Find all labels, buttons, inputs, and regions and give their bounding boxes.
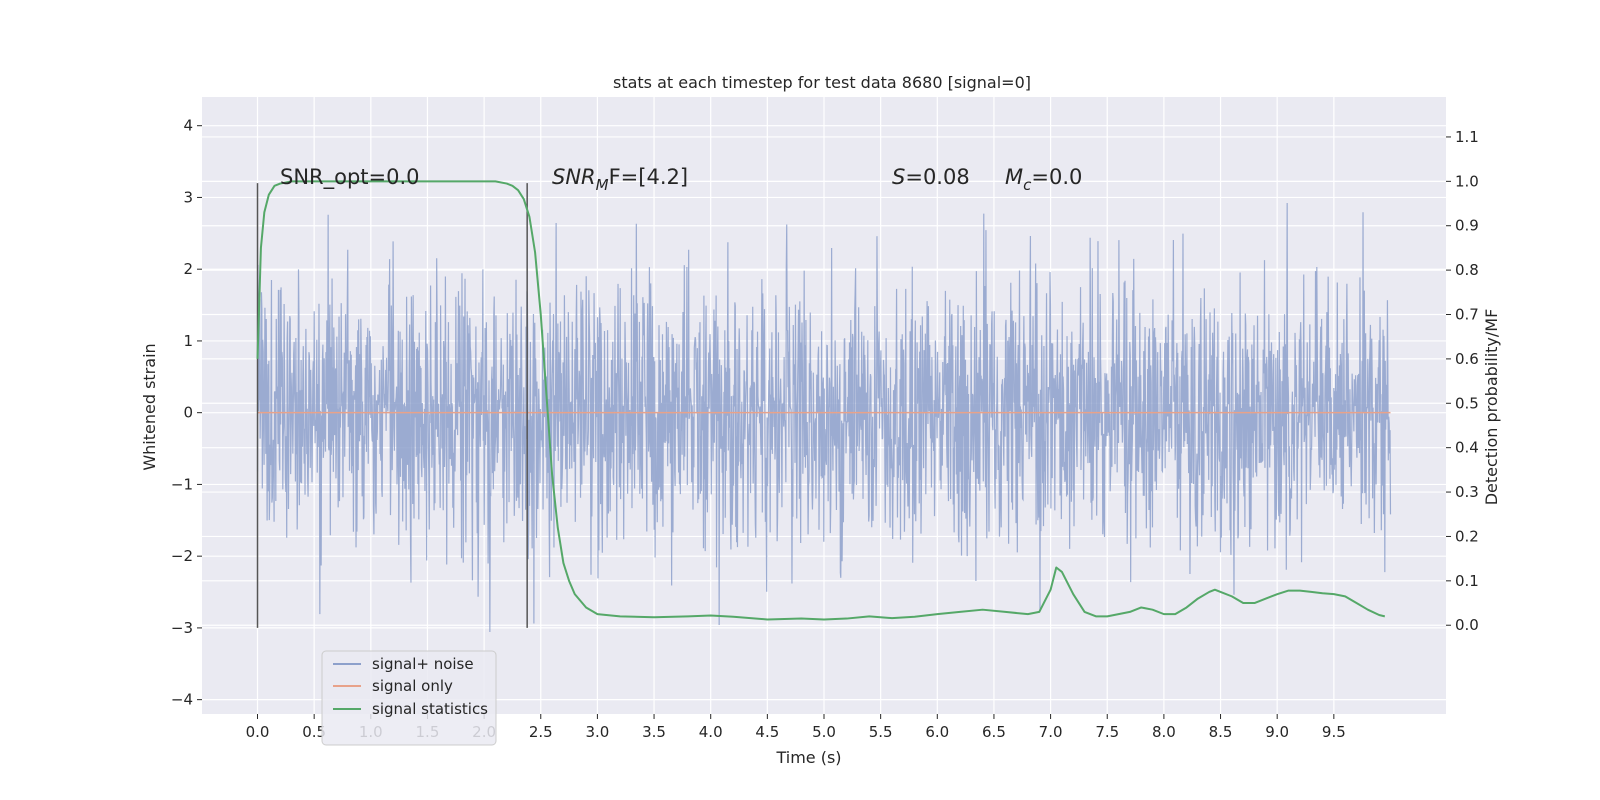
x-tick-label: 3.5	[642, 723, 666, 741]
x-tick-label: 3.0	[585, 723, 609, 741]
annotation-mc-label: M	[1005, 165, 1023, 189]
legend-box	[321, 650, 497, 746]
x-tick-label: 5.0	[812, 723, 836, 741]
annotation-s-value: =0.08	[905, 165, 969, 189]
annotation-mc: Mc=0.0	[1005, 165, 1082, 194]
y-tick-label: 3	[183, 188, 193, 206]
x-tick-label: 0.0	[246, 723, 270, 741]
x-tick-label: 4.5	[755, 723, 779, 741]
annotation-snr-mf-rest: F=[4.2]	[609, 165, 688, 189]
y-tick-label: 4	[183, 117, 193, 135]
signal-noise-line	[256, 203, 1392, 633]
x-tick-label: 6.0	[925, 723, 949, 741]
x-tick-label: 4.0	[699, 723, 723, 741]
x-axis-label: Time (s)	[775, 748, 841, 767]
signal-statistics-line	[256, 180, 1386, 621]
y2-tick-label: 1.1	[1455, 128, 1479, 146]
annotation-s-label: S	[892, 165, 905, 189]
y2-tick-label: 0.0	[1455, 616, 1479, 634]
y-tick-label: 0	[183, 404, 193, 422]
y2-tick-label: 0.3	[1455, 483, 1479, 501]
annotation-s: S=0.08	[892, 165, 970, 189]
x-tick-label: 5.5	[869, 723, 893, 741]
x-tick-label: 6.5	[982, 723, 1006, 741]
y2-axis-label: Detection probability/MF	[1482, 309, 1501, 506]
x-tick-label: 8.0	[1152, 723, 1176, 741]
y-axis-label: Whitened strain	[140, 343, 159, 470]
y2-tick-label: 0.1	[1455, 572, 1479, 590]
chart-title: stats at each timestep for test data 868…	[613, 73, 1031, 92]
y-tick-label: 2	[183, 260, 193, 278]
y2-tick-label: 1.0	[1455, 172, 1479, 190]
y-tick-label: −3	[171, 619, 193, 637]
annotation-snr-mf-sub: M	[596, 176, 609, 194]
y2-tick-label: 0.9	[1455, 217, 1479, 235]
x-tick-label: 7.5	[1095, 723, 1119, 741]
x-tick-label: 9.5	[1322, 723, 1346, 741]
y-tick-label: −2	[171, 547, 193, 565]
series-signal-statistics	[256, 180, 1386, 621]
x-tick-label: 2.5	[529, 723, 553, 741]
y-axis-ticks: −4 −3 −2 −1 0 1 2 3 4	[171, 117, 202, 709]
y2-tick-label: 0.4	[1455, 439, 1479, 457]
legend-label-signal-statistics: signal statistics	[372, 700, 488, 718]
y2-tick-label: 0.7	[1455, 306, 1479, 324]
annotation-snr-mf-main: SNR	[552, 165, 596, 189]
annotation-mc-sub: c	[1023, 176, 1032, 194]
x-tick-label: 7.0	[1039, 723, 1063, 741]
series-signal-noise	[256, 203, 1392, 633]
x-tick-label: 0.5	[302, 723, 326, 741]
x-tick-label: 9.0	[1265, 723, 1289, 741]
legend: signal+ noise signal only signal statist…	[321, 650, 497, 746]
y2-tick-label: 0.8	[1455, 261, 1479, 279]
y2-tick-label: 0.2	[1455, 527, 1479, 545]
y-tick-label: −4	[171, 691, 193, 709]
y-tick-label: 1	[183, 332, 193, 350]
y2-tick-label: 0.5	[1455, 394, 1479, 412]
y-tick-label: −1	[171, 475, 193, 493]
y2-tick-label: 0.6	[1455, 350, 1479, 368]
annotation-snr-mf: SNRMF=[4.2]	[552, 165, 688, 194]
vertical-markers	[256, 183, 528, 628]
legend-label-signal-only: signal only	[372, 677, 453, 695]
annotation-snr-opt: SNR_opt=0.0	[280, 165, 420, 190]
legend-label-signal-noise: signal+ noise	[372, 655, 474, 673]
x-tick-label: 8.5	[1209, 723, 1233, 741]
y2-axis-ticks: 0.0 0.1 0.2 0.3 0.4 0.5 0.6 0.7 0.8 0.9 1.0 1.1	[1446, 128, 1479, 634]
annotation-mc-value: =0.0	[1031, 165, 1082, 189]
